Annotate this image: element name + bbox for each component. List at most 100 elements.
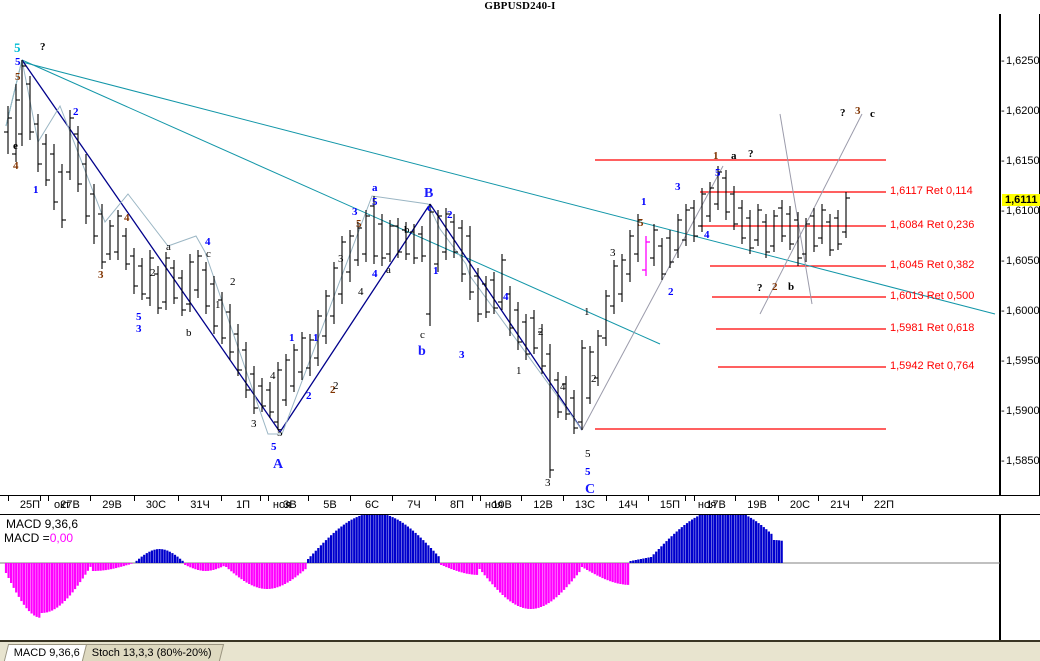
price-tick: -1,6250 — [1001, 55, 1040, 67]
wave-label: 1 — [215, 299, 221, 311]
wave-label: 4 — [704, 229, 710, 241]
macd-histogram-svg — [0, 515, 1000, 618]
wave-label: 5 — [14, 40, 21, 55]
tab-stoch[interactable]: Stoch 13,3,3 (80%-20%) — [81, 644, 224, 661]
wave-label: 2 — [306, 390, 312, 402]
time-tick-label: 21Ч — [830, 499, 850, 511]
wave-label: e — [13, 140, 18, 152]
time-tick-label: 6С — [364, 499, 380, 511]
wave-label: 3 — [545, 477, 551, 489]
wave-label: 3 — [459, 349, 465, 361]
cyan-trend-lines — [5, 59, 996, 345]
wave-label: 2 — [591, 373, 597, 385]
time-tick-label: ноя — [272, 499, 292, 511]
wave-label: 2 — [447, 209, 453, 221]
wave-label: a — [372, 182, 378, 194]
wave-label: 2 — [538, 326, 544, 338]
wave-label: 1 — [289, 332, 295, 344]
wave-label: 3 — [855, 105, 861, 117]
time-tick-mark — [563, 496, 564, 501]
price-tick-label: 1,6150 — [1006, 155, 1040, 167]
price-tick-label: 1,6200 — [1006, 105, 1040, 117]
wave-label: 3 — [338, 253, 344, 265]
price-tick: -1,6050 — [1001, 255, 1040, 267]
time-tick-mark — [435, 496, 436, 501]
price-tick: -1,6200 — [1001, 105, 1040, 117]
wave-label: 4 — [503, 291, 509, 303]
wave-label: 3 — [136, 323, 142, 335]
price-tick: -1,5950 — [1001, 355, 1040, 367]
time-tick-label: 15П — [659, 499, 681, 511]
fib-lines — [595, 159, 886, 430]
wave-label: a — [166, 241, 171, 253]
wave-label: 3 — [610, 247, 616, 259]
wave-label: 5 — [136, 311, 142, 323]
price-tick: -1,5900 — [1001, 405, 1040, 417]
wave-label: b — [186, 327, 192, 339]
wave-label: 3 — [251, 418, 257, 430]
wave-label: 4 — [124, 212, 130, 224]
time-tick-label: 19В — [747, 499, 767, 511]
time-tick-mark — [268, 496, 269, 501]
time-tick-mark — [818, 496, 819, 501]
wave-label: 2 — [668, 286, 674, 298]
time-tick-mark — [48, 496, 49, 501]
time-tick-mark — [178, 496, 179, 501]
macd-name-label: MACD 9,36,6 — [6, 517, 79, 531]
time-tick-label: 13С — [574, 499, 596, 511]
wave-label: 5 — [15, 56, 21, 68]
wave-label: b — [788, 281, 795, 293]
blue-wave-lines — [21, 59, 583, 433]
indicator-tab-bar[interactable]: MACD 9,36,6 Stoch 13,3,3 (80%-20%) — [0, 640, 1040, 661]
wave-label: a — [731, 150, 737, 162]
time-tick-mark — [648, 496, 649, 501]
price-tick-label: 1,6000 — [1006, 305, 1040, 317]
time-tick-mark — [606, 496, 607, 501]
time-tick-label: 1П — [235, 499, 251, 511]
wave-label: c — [870, 108, 875, 120]
tab-macd[interactable]: MACD 9,36,6 — [3, 644, 93, 661]
wave-label: 4 — [358, 286, 364, 298]
price-tick-label: 1,5850 — [1006, 455, 1040, 467]
wave-label: ? — [840, 107, 846, 119]
time-tick-mark — [521, 496, 522, 501]
fib-level-label: 1,6084 Ret 0,236 — [890, 219, 975, 231]
time-tick-label: 29В — [102, 499, 122, 511]
time-tick-mark — [260, 496, 261, 501]
price-chart-svg — [4, 59, 996, 478]
time-tick-label: 20С — [789, 499, 811, 511]
wave-label: 5 — [372, 196, 378, 208]
macd-pane[interactable]: MACD 9,36,6 MACD =0,00 InstaFor — [0, 515, 1000, 640]
wave-label: A — [273, 457, 284, 472]
subwave-zigzag — [5, 59, 583, 435]
wave-label: b — [404, 224, 410, 236]
wave-label: 1 — [433, 265, 439, 277]
time-tick-label: 5В — [323, 499, 337, 511]
time-axis[interactable]: 25П окт 27В 29В 30С 31Ч 1П ноя 3В 5В 6С 7Ч 8П ноя 10В 1… — [0, 495, 1040, 515]
time-tick-label: 30С — [145, 499, 167, 511]
tab-stoch-label: Stoch 13,3,3 (80%-20%) — [91, 647, 212, 659]
wave-label: 5 — [585, 466, 591, 478]
price-axis[interactable]: -1,6250 -1,6200 -1,6150 -1,6100 -1,6050 -1,60… — [1000, 14, 1040, 495]
time-tick-mark — [90, 496, 91, 501]
fib-level-label: 1,5942 Ret 0,764 — [890, 360, 975, 372]
title-bar: GBPUSD240-I — [0, 0, 1040, 15]
wave-label: 5 — [715, 167, 721, 179]
wave-label: ? — [748, 148, 754, 160]
price-tick-label: 1,6250 — [1006, 55, 1040, 67]
time-tick-label: окт — [53, 499, 71, 511]
wave-label: 1 — [33, 184, 39, 196]
wave-label: c — [420, 329, 425, 341]
wave-label: 3 — [98, 269, 104, 281]
time-tick-mark — [685, 496, 686, 501]
current-price-badge: 1,6111 — [1002, 194, 1040, 206]
price-tick: -1,5850 — [1001, 455, 1040, 467]
wave-label: 5 — [585, 448, 591, 460]
wave-label: 2 — [772, 281, 778, 293]
wave-label: 1 — [641, 196, 647, 208]
time-tick-mark — [350, 496, 351, 501]
wave-label: 1 — [313, 332, 319, 344]
fib-level-label: 1,5981 Ret 0,618 — [890, 322, 975, 334]
